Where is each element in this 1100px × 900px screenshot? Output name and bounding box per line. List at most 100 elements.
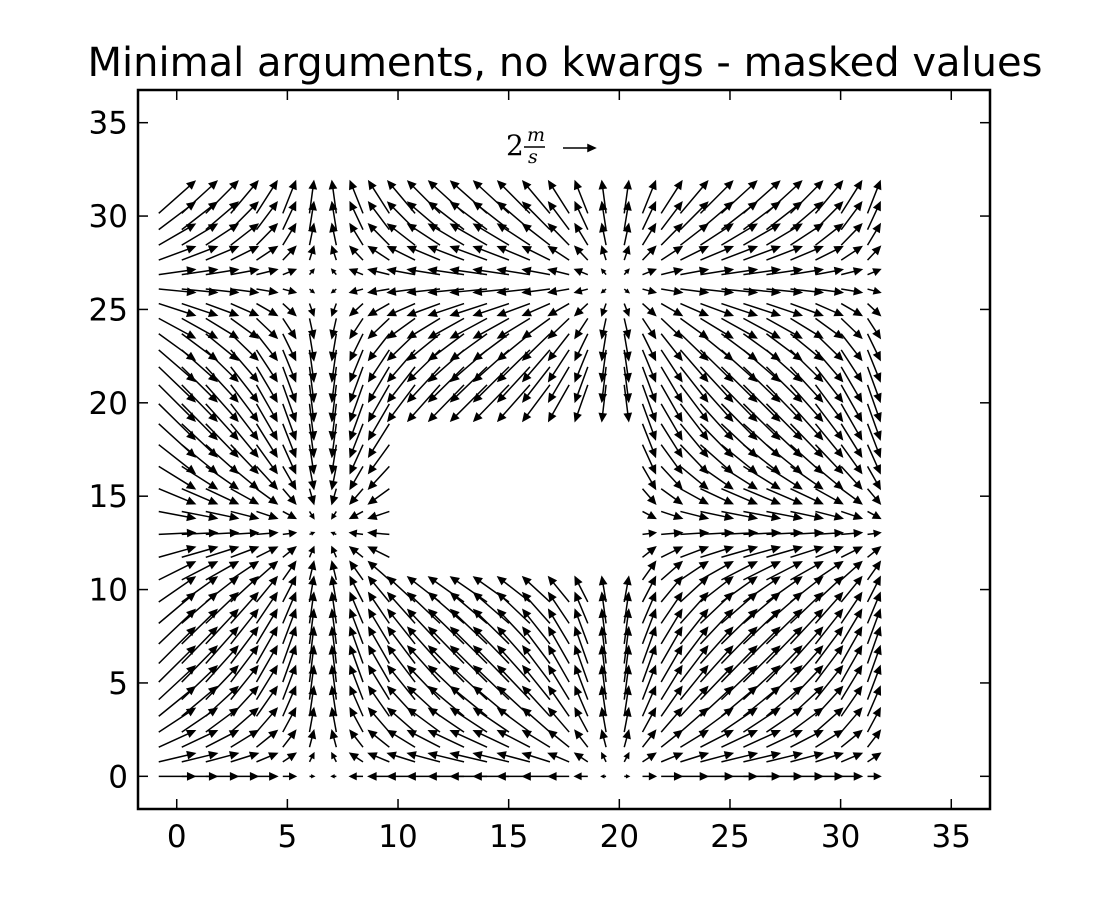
quiver-arrow bbox=[181, 626, 218, 665]
quiver-arrow bbox=[814, 366, 844, 403]
quiver-arrow bbox=[766, 488, 803, 505]
quiver-arrow bbox=[230, 223, 260, 246]
quiver-arrow bbox=[679, 465, 709, 490]
quiver-arrow bbox=[814, 707, 844, 733]
quiver-arrow bbox=[623, 288, 631, 294]
quiver-arrow bbox=[641, 608, 657, 645]
quiver-arrow bbox=[641, 179, 657, 214]
quiver-arrow bbox=[679, 626, 709, 664]
quiver-arrow bbox=[521, 366, 551, 403]
quiver-arrow bbox=[699, 626, 734, 664]
quiver-arrow bbox=[790, 729, 824, 748]
quiver-arrow bbox=[743, 510, 782, 522]
quiver-arrow bbox=[181, 245, 219, 261]
quiver-arrow bbox=[743, 545, 782, 559]
quiver-arrow bbox=[158, 665, 197, 701]
quiver-arrow bbox=[181, 488, 219, 505]
quiver-arrow bbox=[766, 729, 803, 748]
quiver-arrow bbox=[867, 529, 882, 538]
quiver-arrow bbox=[282, 179, 297, 214]
quiver-arrow bbox=[573, 384, 589, 423]
quiver-arrow bbox=[547, 286, 570, 296]
quiver-arrow bbox=[641, 200, 657, 230]
quiver-arrow bbox=[230, 685, 259, 717]
quiver-arrow bbox=[720, 366, 758, 403]
quiver-arrow bbox=[840, 201, 863, 231]
quiver-arrow bbox=[660, 223, 683, 246]
quiver-arrow bbox=[699, 180, 734, 214]
quiver-arrow bbox=[256, 245, 279, 261]
quiver-arrow bbox=[282, 772, 298, 781]
quiver-arrow bbox=[660, 403, 683, 441]
quiver-arrow bbox=[599, 222, 608, 246]
quiver-arrow bbox=[472, 750, 510, 763]
quiver-arrow bbox=[815, 510, 844, 521]
quiver-arrow bbox=[330, 303, 338, 317]
quiver-arrow bbox=[282, 685, 297, 717]
quiver-arrow bbox=[348, 510, 364, 520]
quiver-arrow bbox=[205, 302, 240, 317]
quiver-arrow bbox=[622, 222, 632, 246]
quiver-arrow bbox=[387, 626, 416, 664]
quiver-arrow bbox=[449, 317, 488, 339]
quiver-arrow bbox=[367, 510, 390, 520]
quiver-arrow bbox=[282, 488, 297, 506]
quiver-arrow bbox=[282, 466, 297, 491]
quiver-arrow bbox=[866, 591, 882, 624]
quiver-arrow bbox=[328, 608, 338, 645]
quiver-arrow bbox=[765, 665, 803, 701]
quiver-arrow bbox=[205, 561, 240, 581]
quiver-arrow bbox=[699, 645, 734, 683]
quiver-arrow bbox=[158, 561, 197, 581]
quiver-arrow bbox=[427, 576, 465, 603]
quiver-arrow bbox=[406, 180, 441, 214]
quiver-arrow bbox=[547, 707, 570, 733]
quiver-arrow bbox=[765, 180, 803, 214]
quiver-arrow bbox=[348, 546, 364, 558]
quiver-arrow bbox=[699, 664, 734, 701]
quiver-arrow bbox=[181, 302, 219, 317]
quiver-arrow bbox=[622, 245, 631, 261]
quiver-arrow bbox=[720, 444, 758, 475]
quiver-arrow bbox=[387, 645, 416, 683]
quiver-arrow bbox=[660, 267, 684, 276]
quiver-arrow bbox=[679, 349, 709, 383]
quiver-arrow bbox=[622, 303, 631, 317]
quiver-arrow bbox=[331, 511, 337, 520]
quiver-arrow bbox=[349, 349, 364, 383]
quiver-arrow bbox=[282, 706, 297, 733]
quiver-arrow bbox=[367, 488, 390, 505]
quiver-arrow bbox=[742, 384, 781, 423]
quiver-arrow bbox=[496, 302, 531, 317]
quiver-arrow bbox=[348, 772, 364, 781]
quiver-arrow bbox=[230, 201, 259, 231]
quiver-key-arrow-mark bbox=[563, 143, 597, 153]
quiver-arrow bbox=[642, 752, 657, 763]
quiver-arrow bbox=[699, 384, 734, 423]
quiver-arrow bbox=[521, 751, 551, 763]
quiver-arrow bbox=[766, 302, 804, 317]
quiver-arrow bbox=[328, 685, 338, 717]
quiver-arrow bbox=[679, 444, 709, 475]
quiver-arrow bbox=[230, 488, 260, 505]
quiver-arrow bbox=[840, 560, 863, 581]
quiver-key: 2 m s bbox=[506, 124, 597, 168]
quiver-arrow bbox=[866, 488, 882, 506]
quiver-arrow bbox=[255, 608, 278, 645]
quiver-arrow bbox=[205, 751, 240, 763]
quiver-arrow bbox=[866, 245, 882, 261]
quiver-arrow bbox=[329, 488, 339, 506]
quiver-arrow bbox=[642, 546, 657, 558]
quiver-arrow bbox=[700, 302, 735, 317]
quiver-arrow bbox=[642, 268, 657, 277]
quiver-arrow bbox=[367, 403, 390, 441]
quiver-arrow bbox=[367, 465, 390, 490]
quiver-arrow bbox=[255, 366, 278, 403]
quiver-arrow bbox=[840, 317, 863, 340]
quiver-arrow bbox=[449, 287, 488, 297]
quiver-arrow bbox=[330, 268, 337, 276]
quiver-arrow bbox=[255, 201, 278, 231]
quiver-arrow bbox=[840, 465, 863, 490]
quiver-arrow bbox=[547, 664, 570, 701]
quiver-arrow bbox=[256, 510, 279, 520]
